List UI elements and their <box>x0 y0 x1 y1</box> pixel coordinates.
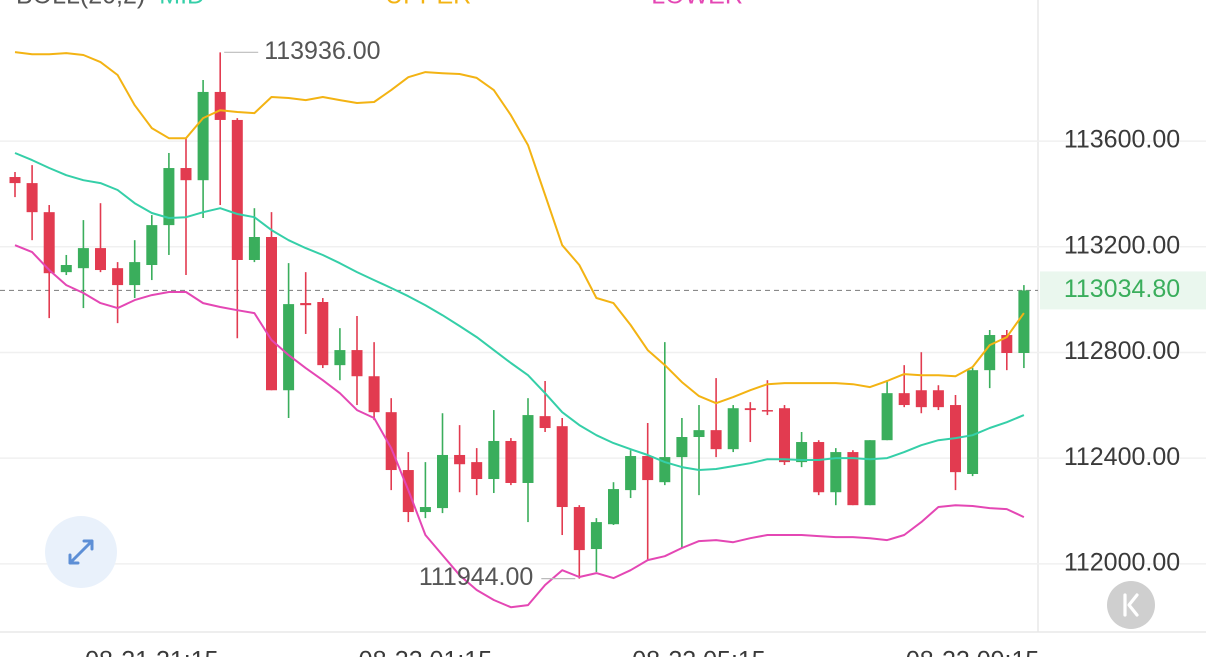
expand-icon[interactable] <box>68 539 94 565</box>
x-tick-label: 08-22 01:15 <box>359 647 492 657</box>
candle-body <box>590 522 602 550</box>
candle-body <box>95 248 106 271</box>
candle-body <box>710 430 722 450</box>
candle-body <box>813 442 825 493</box>
candle-body <box>471 462 483 480</box>
y-tick-label: 113200.00 <box>1064 231 1180 259</box>
candle-body <box>727 408 739 450</box>
y-tick-label: 112000.00 <box>1064 548 1180 576</box>
scroll-latest-button[interactable] <box>1107 581 1155 629</box>
candle-body <box>779 408 790 463</box>
candle-body <box>505 440 517 483</box>
candle-body <box>693 430 705 438</box>
candle-body <box>642 456 654 481</box>
candle-body <box>454 454 466 465</box>
candle-body <box>283 304 295 391</box>
candle-body <box>197 91 209 181</box>
candle-body <box>761 410 773 412</box>
candle-body <box>317 301 329 366</box>
price-layer <box>0 271 1206 310</box>
candle-body <box>659 457 671 483</box>
candle-body <box>847 452 859 506</box>
candle-body <box>334 350 346 366</box>
candle-body <box>915 390 927 408</box>
candle-body <box>43 212 55 274</box>
candle-body <box>932 390 944 408</box>
candle-body <box>573 507 585 551</box>
candle-body <box>231 119 243 260</box>
expand-button[interactable] <box>45 516 117 588</box>
band-line <box>14 152 1025 471</box>
y-tick-label: 112400.00 <box>1064 443 1180 471</box>
candle-body <box>112 268 124 286</box>
x-tick-label: 08-22 09:15 <box>906 647 1039 657</box>
candle-body <box>163 168 175 226</box>
candle-body <box>9 177 21 184</box>
band-line <box>14 51 1025 405</box>
candle-body <box>625 456 637 491</box>
candle-body <box>300 303 312 306</box>
candle-body <box>556 426 568 508</box>
candle-body <box>898 393 910 406</box>
min-label: 111944.00 <box>419 563 533 591</box>
candle-body <box>214 91 226 120</box>
last-price-label: 113034.80 <box>1064 275 1180 303</box>
text-layer: 112000.00 112400.00 112800.00 113200.00 1136… <box>16 0 1180 657</box>
candle-body <box>180 168 192 181</box>
candle-body <box>676 437 688 458</box>
band-line <box>14 244 1025 609</box>
last-price-box <box>1040 271 1206 310</box>
candle-body <box>539 416 551 429</box>
candle-body <box>488 440 500 480</box>
candle-body <box>984 335 996 371</box>
legend-label: UPPER <box>385 0 471 10</box>
candle-body <box>1018 290 1030 353</box>
candle-body <box>522 415 534 483</box>
candles-layer <box>9 52 1030 579</box>
candle-body <box>385 412 397 471</box>
candle-body <box>351 350 363 377</box>
candle-body <box>368 376 380 413</box>
candle-body <box>129 262 141 286</box>
candle-body <box>437 454 448 509</box>
candle-body <box>60 265 72 273</box>
candle-body <box>419 507 431 513</box>
candle-body <box>146 225 158 266</box>
scroll-latest-icon[interactable] <box>1123 593 1139 617</box>
candle-body <box>608 489 619 525</box>
candle-body <box>864 440 876 506</box>
candle-body <box>1001 335 1013 353</box>
candle-body <box>796 442 808 463</box>
indicator-label: BOLL(20,2) <box>16 0 145 10</box>
candle-body <box>830 452 842 493</box>
candle-body <box>26 183 38 213</box>
x-tick-label: 08-21 21:15 <box>85 647 218 657</box>
bands-layer <box>14 51 1025 609</box>
legend-label: LOWER <box>651 0 743 10</box>
y-tick-label: 113600.00 <box>1064 126 1180 154</box>
candle-body <box>266 237 277 391</box>
candle-body <box>881 393 893 441</box>
candle-body <box>967 370 979 474</box>
candle-body <box>744 408 756 411</box>
candle-body <box>248 237 260 260</box>
x-tick-label: 08-22 05:15 <box>632 647 765 657</box>
candle-body <box>77 248 89 269</box>
max-label: 113936.00 <box>264 37 380 65</box>
legend-label: MID <box>159 0 205 10</box>
y-tick-label: 112800.00 <box>1064 337 1180 365</box>
